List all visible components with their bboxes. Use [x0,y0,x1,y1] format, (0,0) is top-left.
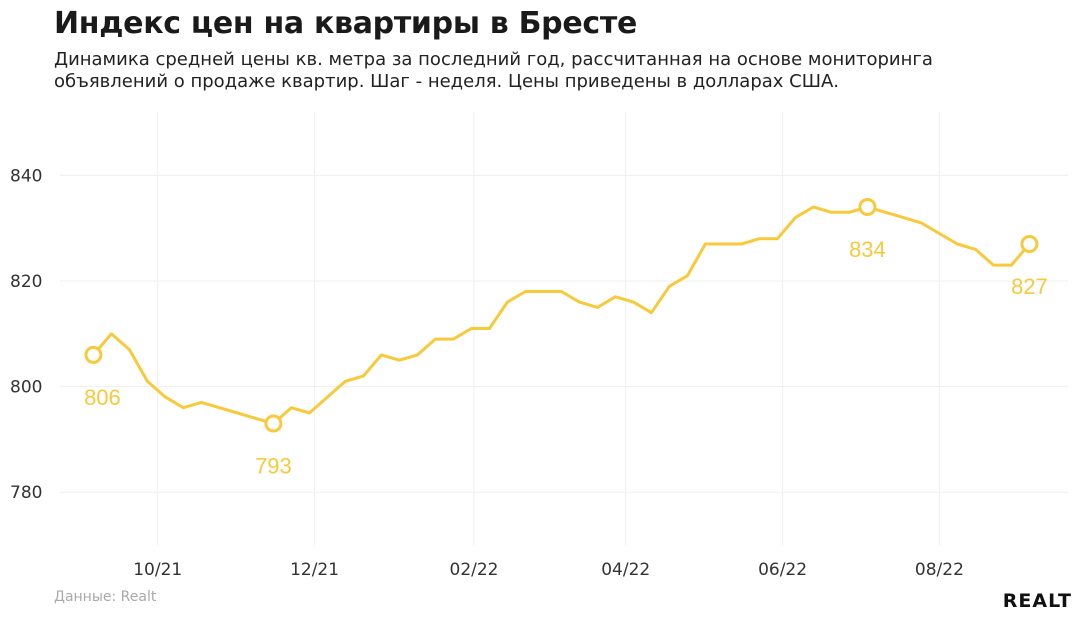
highlight-point [84,345,103,364]
point-value-label: 827 [1011,274,1048,299]
highlighted-points: 806 793 834 827 [84,198,1048,479]
point-value-label: 834 [849,237,886,262]
y-tick-label: 820 [10,272,42,292]
grid-lines [60,112,1068,545]
point-value-label: 793 [255,454,292,479]
x-tick-label: 12/21 [290,560,339,580]
y-axis-ticks: 780 800 820 840 [10,166,42,503]
y-tick-label: 800 [10,378,42,398]
x-tick-label: 06/22 [758,560,807,580]
x-tick-label: 08/22 [915,560,964,580]
highlight-point [858,198,877,217]
highlight-point [264,414,283,433]
chart-subtitle: Динамика средней цены кв. метра за после… [54,49,933,92]
point-value-label: 806 [84,385,121,410]
chart-title: Индекс цен на квартиры в Бресте [54,6,638,41]
y-tick-label: 780 [10,483,42,503]
x-tick-label: 04/22 [601,560,650,580]
y-tick-label: 840 [10,166,42,186]
data-source: Данные: Realt [54,589,157,605]
x-tick-label: 02/22 [450,560,499,580]
realt-logo: REALT [1002,590,1072,612]
x-axis-ticks: 10/21 12/21 02/22 04/22 06/22 08/22 [133,560,964,580]
price-series-line [91,205,1031,425]
x-tick-label: 10/21 [133,560,182,580]
highlight-point [1020,235,1039,254]
